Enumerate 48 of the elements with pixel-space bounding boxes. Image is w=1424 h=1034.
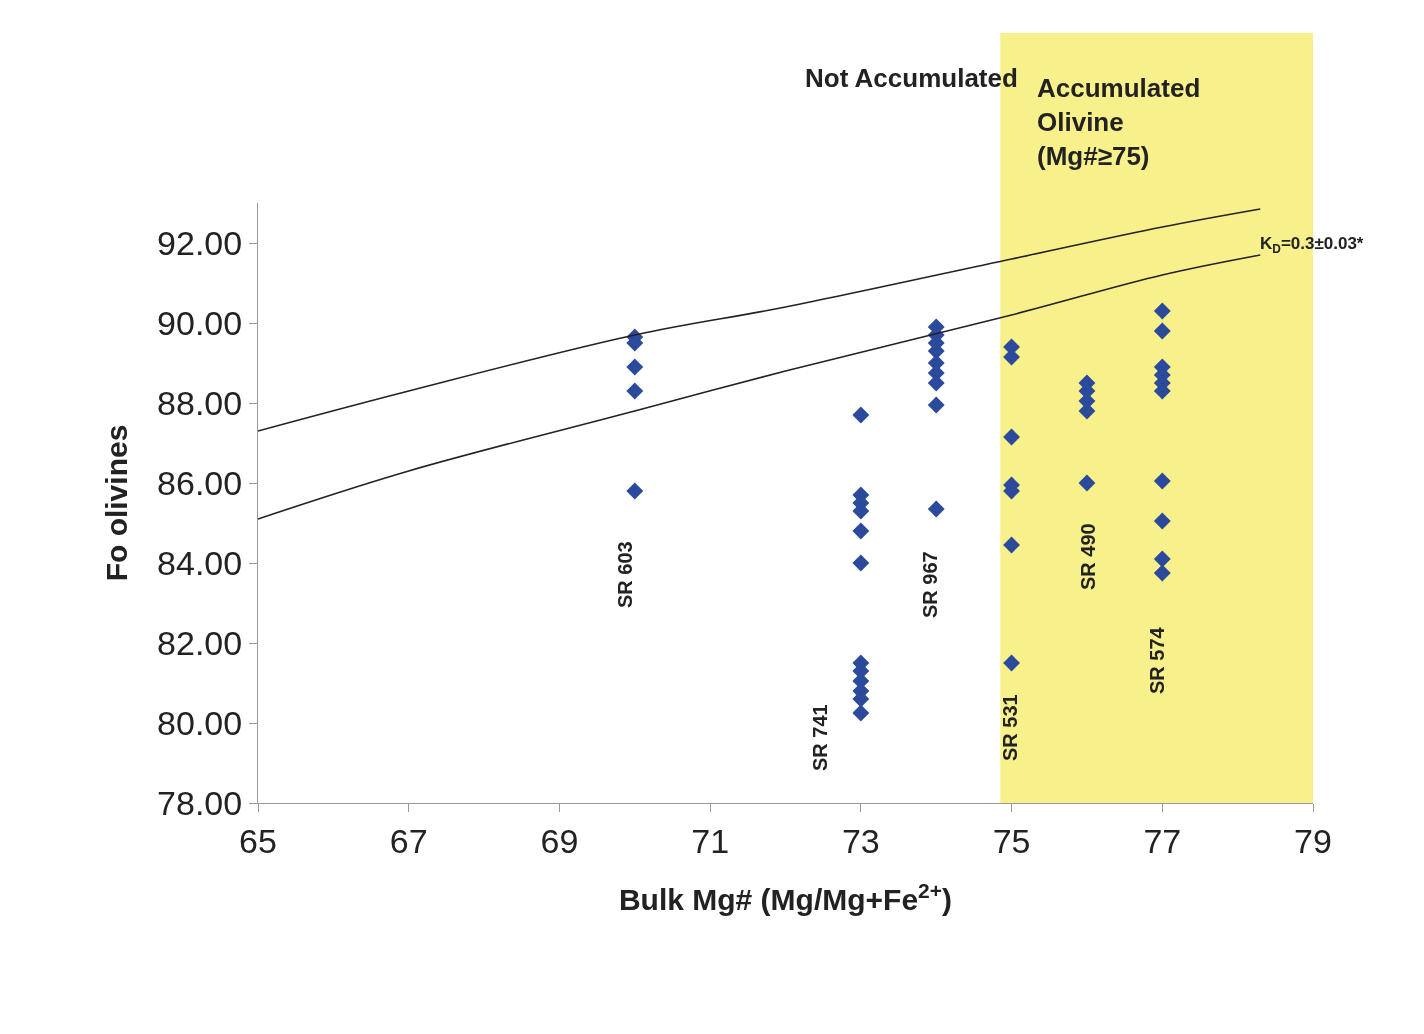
x-tick-label: 75 — [992, 821, 1031, 860]
line-series — [258, 208, 1262, 432]
x-tick-label: 73 — [841, 821, 880, 860]
y-tick-label: 82.00 — [157, 623, 243, 662]
point — [626, 358, 644, 376]
annotation: SR 603 — [614, 541, 636, 608]
point — [1003, 428, 1021, 446]
annotation: K$_{D}$=0.3±0.03* — [1260, 234, 1364, 256]
point — [1153, 472, 1171, 490]
y-tick-label: 78.00 — [157, 783, 243, 822]
point — [1153, 550, 1171, 568]
x-tick-label: 67 — [389, 821, 428, 860]
point — [927, 396, 945, 414]
point — [626, 482, 644, 500]
y-tick-label: 92.00 — [157, 223, 243, 262]
point — [1003, 654, 1021, 672]
point — [1153, 512, 1171, 530]
point — [852, 704, 870, 722]
y-tick-label: 90.00 — [157, 303, 243, 342]
point — [927, 500, 945, 518]
y-tick-label: 88.00 — [157, 383, 243, 422]
x-tick-label: 65 — [239, 821, 277, 860]
point — [626, 382, 644, 400]
text: Accumulated Olivine (Mg#≥75) — [1037, 73, 1201, 171]
point — [1153, 322, 1171, 340]
point — [1153, 564, 1171, 582]
y-tick-label: 84.00 — [157, 543, 243, 582]
point — [852, 522, 870, 540]
x-tick-label: 71 — [691, 821, 730, 860]
y-tick-label: 86.00 — [157, 463, 243, 502]
x-tick-label: 69 — [540, 821, 579, 860]
text: Not Accumulated — [805, 63, 1018, 93]
x-tick-label: 79 — [1294, 821, 1332, 860]
point — [852, 554, 870, 572]
x-tick-label: 77 — [1143, 821, 1182, 860]
annotation: SR 531 — [999, 694, 1021, 761]
x-axis-title: Bulk Mg# (Mg/Mg+Fe$^{2+}$) — [618, 878, 953, 917]
y-tick-label: 80.00 — [157, 703, 243, 742]
point — [1153, 302, 1171, 320]
point — [1003, 536, 1021, 554]
line-series — [258, 254, 1262, 520]
point — [1078, 474, 1096, 492]
point — [852, 406, 870, 424]
annotation: SR 490 — [1077, 523, 1099, 590]
annotation: SR 741 — [809, 704, 831, 771]
y-axis-title: Fo olivines — [100, 424, 134, 582]
annotation: SR 574 — [1146, 626, 1168, 694]
annotation: SR 967 — [919, 551, 941, 618]
